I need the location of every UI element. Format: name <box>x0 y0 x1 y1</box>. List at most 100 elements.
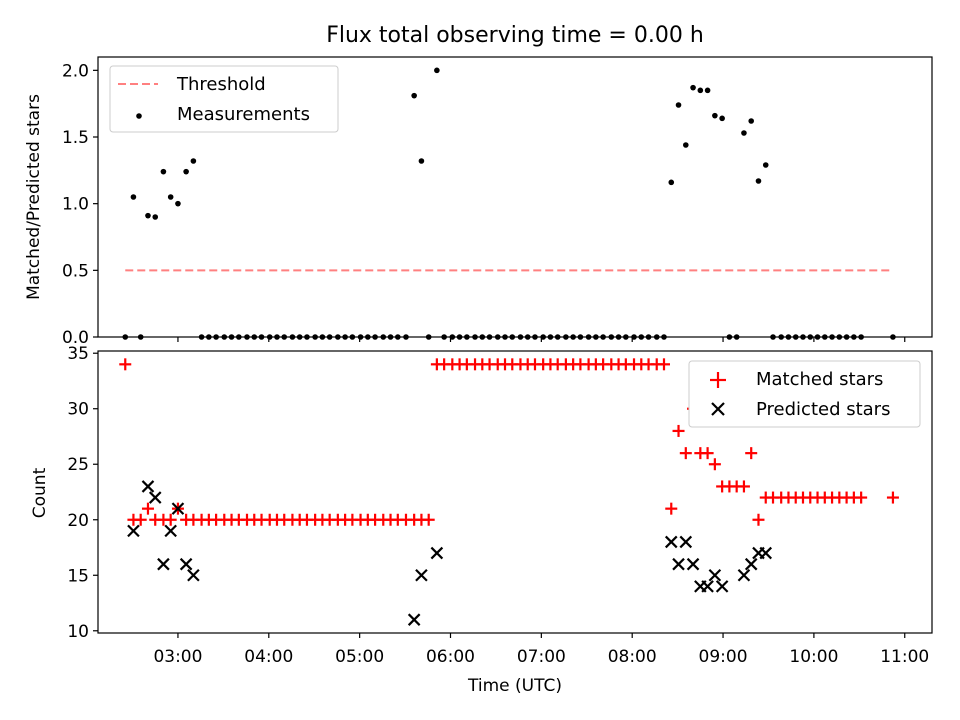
count-xtick-label: 07:00 <box>517 647 566 667</box>
predicted-star-point <box>701 580 714 593</box>
measurement-point <box>130 194 137 200</box>
count-panel-ylabel: Count <box>30 467 50 518</box>
count-xtick-label: 03:00 <box>153 647 202 667</box>
predicted-star-point <box>148 491 162 504</box>
matched-star-point <box>701 447 714 460</box>
predicted-star-point <box>171 502 185 515</box>
count-legend: Matched stars Predicted stars <box>688 360 921 428</box>
predicted-star-point <box>430 546 444 560</box>
count-ytick-label: 35 <box>67 344 89 364</box>
measurement-point <box>741 130 747 136</box>
predicted-stars-points <box>127 480 773 626</box>
ratio-panel-ylabel: Matched/Predicted stars <box>24 94 44 300</box>
ratio-ytick-label: 2.0 <box>62 61 89 81</box>
predicted-star-point <box>744 557 758 571</box>
ratio-panel-frame <box>97 56 933 338</box>
count-panel: 10 15 20 25 30 35 03:00 04:00 05:00 06:00 07:00 08:… <box>30 344 933 696</box>
measurement-point <box>675 102 682 108</box>
count-xtick-label: 11:00 <box>880 647 929 667</box>
predicted-star-point <box>737 568 751 582</box>
matched-star-point <box>679 447 692 460</box>
measurement-point <box>160 168 167 175</box>
measurements-legend-swatch <box>136 113 142 119</box>
ratio-ytick-label: 0.5 <box>62 261 89 281</box>
matched-legend-label: Matched stars <box>756 369 883 390</box>
measurement-point <box>690 84 696 91</box>
matched-legend-swatch <box>710 372 726 388</box>
ratio-ytick-label: 1.5 <box>62 128 89 148</box>
count-ytick-label: 10 <box>67 622 89 642</box>
measurement-point <box>434 67 440 74</box>
measurements-legend-label: Measurements <box>177 104 310 125</box>
measurement-point <box>152 214 159 220</box>
ratio-panel-ticks: 0.0 0.5 1.0 1.5 2.0 <box>62 61 906 348</box>
predicted-star-point <box>127 524 140 538</box>
matched-star-point <box>737 480 750 493</box>
measurement-point <box>190 158 197 164</box>
ratio-ytick-label: 0.0 <box>62 328 89 348</box>
predicted-star-point <box>708 568 722 582</box>
predicted-star-point <box>686 557 700 571</box>
matched-star-point <box>855 491 868 504</box>
measurement-point <box>704 87 711 94</box>
measurement-point <box>418 158 425 164</box>
predicted-star-point <box>157 557 170 571</box>
ratio-legend: Threshold Measurements <box>109 65 339 133</box>
predicted-star-point <box>679 535 693 549</box>
threshold-legend-label: Threshold <box>176 74 266 95</box>
measurement-point <box>755 178 762 184</box>
count-panel-xlabel: Time (UTC) <box>467 676 562 696</box>
count-xtick-label: 06:00 <box>426 647 475 667</box>
count-xtick-label: 04:00 <box>244 647 293 667</box>
matched-star-point <box>708 458 721 471</box>
measurement-point <box>748 118 755 124</box>
count-xtick-label: 10:00 <box>789 647 838 667</box>
count-ytick-label: 20 <box>67 511 89 531</box>
predicted-star-point <box>715 580 729 593</box>
measurement-point <box>183 168 189 175</box>
predicted-star-point <box>415 568 428 582</box>
ratio-ytick-label: 1.0 <box>62 195 89 215</box>
ratio-legend-box <box>109 65 339 133</box>
matched-star-point <box>422 513 435 526</box>
matched-star-point <box>886 491 899 504</box>
measurement-point <box>145 212 151 219</box>
measurement-point <box>697 87 704 94</box>
matched-star-point <box>752 513 765 526</box>
count-legend-box <box>688 360 921 428</box>
matched-star-point <box>164 513 177 526</box>
predicted-legend-label: Predicted stars <box>756 399 890 420</box>
predicted-star-point <box>672 557 685 571</box>
predicted-legend-swatch <box>711 402 725 416</box>
measurement-point <box>411 92 417 99</box>
count-panel-frame <box>97 350 933 634</box>
count-panel-ticks: 10 15 20 25 30 35 03:00 04:00 05:00 06:00 07:00 08:… <box>67 344 929 667</box>
predicted-star-point <box>164 524 177 538</box>
matched-star-point <box>745 447 758 460</box>
measurement-point <box>712 112 718 119</box>
ratio-panel: 0.00.51.01.52.0 Matched/Predicted stars … <box>24 56 933 348</box>
matched-star-point <box>665 502 678 515</box>
measurement-point <box>668 179 675 186</box>
matched-star-point <box>141 502 154 515</box>
matched-star-point <box>657 358 670 371</box>
measurement-point <box>175 200 181 207</box>
matched-star-point <box>134 513 147 526</box>
matched-stars-points <box>119 358 899 526</box>
count-xtick-label: 08:00 <box>608 647 657 667</box>
count-ytick-label: 30 <box>67 400 89 420</box>
measurement-point <box>719 115 725 122</box>
predicted-star-point <box>179 557 193 571</box>
count-xtick-label: 05:00 <box>335 647 384 667</box>
predicted-star-point <box>664 535 678 549</box>
matched-star-point <box>119 358 132 371</box>
predicted-star-point <box>407 613 421 626</box>
predicted-star-point <box>141 480 155 493</box>
figure-title: Flux total observing time = 0.00 h <box>326 23 704 48</box>
measurement-point <box>682 142 689 148</box>
predicted-star-point <box>759 546 773 560</box>
predicted-star-point <box>187 568 200 582</box>
count-ytick-label: 25 <box>67 455 89 475</box>
count-ytick-label: 15 <box>67 566 89 586</box>
